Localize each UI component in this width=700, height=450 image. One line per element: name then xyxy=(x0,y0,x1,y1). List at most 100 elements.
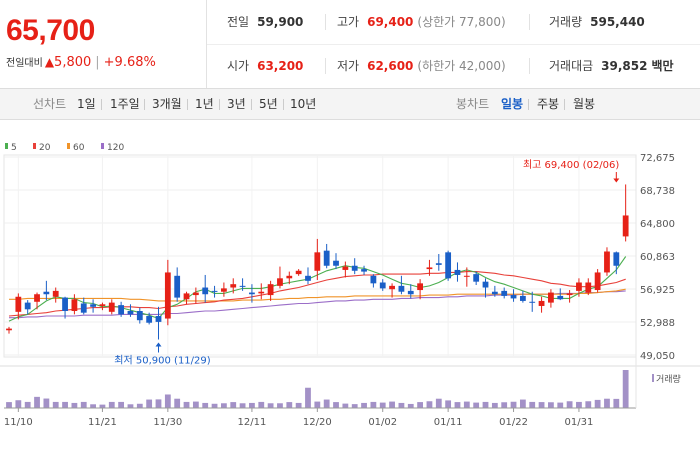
open-price: 시가 63,200 xyxy=(227,44,303,88)
candle-body xyxy=(286,275,293,279)
volume-bar xyxy=(34,396,40,408)
volume-bar xyxy=(80,401,87,408)
tab-divider xyxy=(101,99,102,110)
candle-body xyxy=(192,292,199,296)
volume-bar xyxy=(622,370,629,408)
volume-bar xyxy=(585,401,592,408)
line-chart-group: 선차트 xyxy=(33,97,67,111)
candle-body xyxy=(258,291,265,294)
candle-body xyxy=(127,311,134,315)
tab-1d[interactable]: 1일 xyxy=(77,97,96,111)
volume-bar xyxy=(435,398,442,408)
tab-3m[interactable]: 3개월 xyxy=(152,97,182,111)
candle-body xyxy=(211,290,218,292)
volume-bar xyxy=(211,403,218,408)
quote-header: 65,700 전일대비 ▲5,800 | +9.68% 전일 59,900 고가 69,4… xyxy=(0,0,700,89)
tab-divider xyxy=(283,99,284,110)
low-annotation: 최저 50,900 (11/29) xyxy=(114,354,210,366)
tab-10y[interactable]: 10년 xyxy=(290,97,317,111)
volume-bar xyxy=(407,403,414,408)
volume-bar xyxy=(473,402,480,408)
high-annotation: 최고 69,400 (02/06) xyxy=(523,159,619,171)
candle-body xyxy=(71,299,78,311)
volume-bar xyxy=(239,403,246,408)
volume-bar xyxy=(108,401,115,408)
legend-label: 120 xyxy=(107,143,124,153)
volume-bar xyxy=(361,402,367,408)
volume-bar xyxy=(519,399,526,408)
candle-body xyxy=(557,295,564,300)
info-row-2: 시가 63,200 저가 62,600 (하한가 42,000) 거래대금 39,852… xyxy=(207,44,700,88)
prev-close-value: 59,900 xyxy=(257,15,304,29)
volume-bar xyxy=(277,403,283,408)
volume-label: 거래량 xyxy=(549,15,583,29)
volume-bar xyxy=(192,401,199,408)
prev-close-label: 전일 xyxy=(227,15,250,29)
prev-close: 전일 59,900 xyxy=(227,0,303,44)
candle-body xyxy=(277,278,283,286)
candle-body xyxy=(548,292,554,303)
volume-bar xyxy=(342,403,349,408)
y-tick-label: 64,800 xyxy=(640,219,675,230)
candle-body xyxy=(108,302,115,312)
volume-bar xyxy=(548,402,554,408)
legend-label: 60 xyxy=(73,143,85,153)
tab-weekly[interactable]: 주봉 xyxy=(537,97,560,111)
volume-bar xyxy=(249,402,255,408)
amount-unit: 백만 xyxy=(651,59,674,73)
tab-5y[interactable]: 5년 xyxy=(259,97,278,111)
tab-daily[interactable]: 일봉 xyxy=(501,97,524,111)
x-tick-label: 12/20 xyxy=(303,417,332,428)
legend-label: 5 xyxy=(11,143,17,153)
candle-body xyxy=(389,285,395,290)
price-change: 전일대비 ▲5,800 | +9.68% xyxy=(6,54,156,70)
candle-body xyxy=(473,274,480,282)
candle-body xyxy=(52,290,59,297)
candle-body xyxy=(529,301,536,303)
y-tick-label: 68,738 xyxy=(640,186,675,197)
candle-body xyxy=(90,304,96,307)
candle-body xyxy=(407,290,414,295)
candle-body xyxy=(34,294,40,302)
candle-body xyxy=(295,270,302,275)
divider xyxy=(325,14,326,30)
candle-body xyxy=(491,291,498,295)
tab-monthly[interactable]: 월봉 xyxy=(573,97,596,111)
tab-1w[interactable]: 1주일 xyxy=(110,97,140,111)
candle-body xyxy=(613,252,620,266)
candle-body xyxy=(482,281,489,288)
tab-3y[interactable]: 3년 xyxy=(227,97,246,111)
volume-bar xyxy=(286,402,293,408)
x-tick-label: 01/31 xyxy=(565,417,594,428)
candle-body xyxy=(323,250,330,266)
x-tick-label: 01/11 xyxy=(434,417,463,428)
x-tick-label: 11/30 xyxy=(153,417,182,428)
current-price: 65,700 xyxy=(6,14,95,47)
candle-chart-group: 봉차트 xyxy=(456,97,490,111)
tab-1y[interactable]: 1년 xyxy=(195,97,214,111)
candle-body xyxy=(604,251,610,273)
y-tick-label: 49,050 xyxy=(640,351,675,362)
candle-body xyxy=(314,252,321,271)
y-tick-label: 56,925 xyxy=(640,285,675,296)
tab-divider xyxy=(528,99,529,110)
open-label: 시가 xyxy=(227,59,250,73)
candle-body xyxy=(594,272,601,291)
volume-bar xyxy=(258,401,265,408)
candle-body xyxy=(220,288,227,292)
volume-bar xyxy=(576,401,582,408)
candle-body xyxy=(454,269,461,275)
candle-body xyxy=(576,282,582,291)
legend-swatch xyxy=(33,143,36,149)
tab-divider xyxy=(219,99,220,110)
volume-bar xyxy=(445,400,452,408)
volume-bar xyxy=(146,399,153,408)
volume-bar xyxy=(557,402,564,408)
legend-swatch xyxy=(5,143,8,149)
volume-bar xyxy=(333,402,339,408)
volume-bar xyxy=(566,401,573,408)
volume-bar xyxy=(398,402,405,408)
y-tick-label: 72,675 xyxy=(640,153,675,164)
candle-body xyxy=(155,316,162,322)
volume-bar xyxy=(454,402,461,408)
